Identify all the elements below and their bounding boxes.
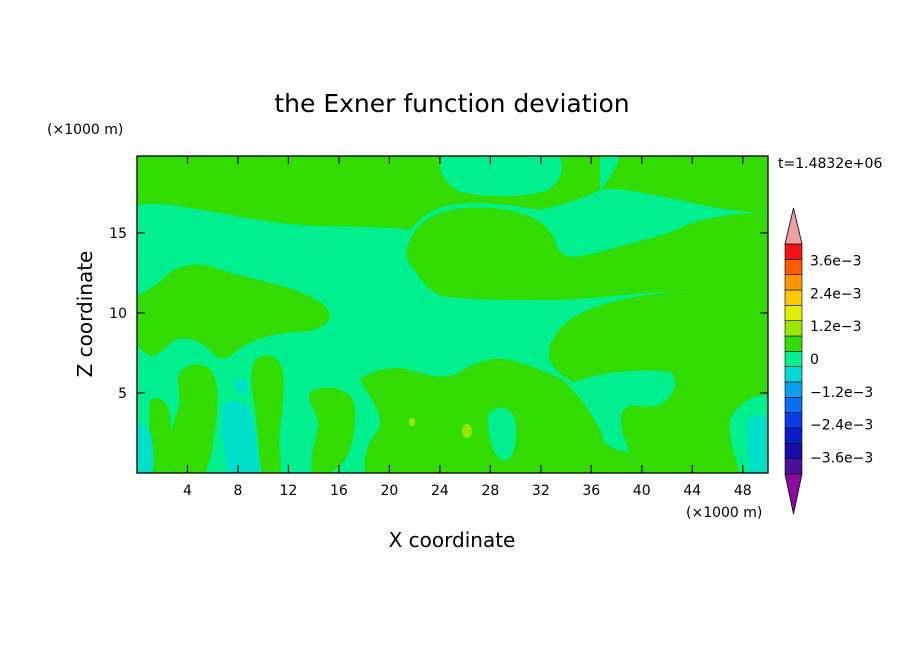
colorbar-tick-label: −1.2e−3 bbox=[810, 385, 873, 401]
region-pos-central-blob bbox=[406, 207, 768, 300]
y-axis-label: Z coordinate bbox=[73, 251, 97, 378]
region-pos12-cell-b bbox=[462, 424, 472, 438]
colorbar-bin bbox=[784, 381, 803, 398]
colorbar-bin bbox=[784, 427, 803, 444]
x-tick-label: 16 bbox=[330, 483, 348, 499]
colorbar-tick-labels: −3.6e−3 −2.4e−3 −1.2e−3 0 1.2e−3 2.4e−3 3.6e−3 bbox=[810, 253, 873, 466]
colorbar-bin bbox=[784, 443, 803, 459]
x-unit-label: (×1000 m) bbox=[686, 505, 762, 521]
x-tick-label: 44 bbox=[683, 483, 701, 499]
colorbar-bin bbox=[784, 320, 803, 337]
colorbar-bin bbox=[784, 305, 803, 321]
colorbar-bin bbox=[784, 366, 803, 383]
colorbar-bin bbox=[784, 289, 803, 306]
colorbar-bin bbox=[784, 259, 803, 275]
colorbar-tick-label: 1.2e−3 bbox=[810, 319, 862, 335]
x-tick-label: 8 bbox=[233, 483, 242, 499]
colorbar-bin bbox=[784, 274, 803, 291]
x-tick-label: 28 bbox=[481, 483, 499, 499]
colorbar bbox=[784, 207, 803, 515]
x-tick-labels: 4 8 12 16 20 24 28 32 36 40 44 48 bbox=[183, 483, 752, 499]
y-tick-labels: 5 10 15 bbox=[109, 226, 127, 402]
colorbar-bin bbox=[784, 243, 803, 260]
plot-frame bbox=[136, 155, 769, 474]
x-tick-label: 12 bbox=[280, 483, 298, 499]
x-tick-label: 40 bbox=[633, 483, 651, 499]
y-tick-label: 15 bbox=[109, 226, 127, 242]
colorbar-bin bbox=[784, 397, 803, 413]
y-tick-marks bbox=[137, 232, 768, 394]
x-tick-label: 32 bbox=[532, 483, 550, 499]
region-neg12-cell-b bbox=[221, 400, 260, 473]
x-tick-label: 36 bbox=[582, 483, 600, 499]
colorbar-tick-label: −3.6e−3 bbox=[810, 451, 873, 467]
colorbar-under-arrow bbox=[784, 473, 803, 515]
x-tick-marks bbox=[186, 156, 744, 473]
colorbar-tick-label: 3.6e−3 bbox=[810, 253, 862, 269]
x-axis-label: X coordinate bbox=[389, 528, 516, 552]
region-neg12-cell-c bbox=[235, 377, 248, 395]
colorbar-bin bbox=[784, 351, 803, 367]
region-pos-cell-b bbox=[167, 364, 218, 473]
colorbar-bin bbox=[784, 412, 803, 429]
time-label: t=1.4832e+06 bbox=[778, 156, 882, 172]
region-neg12-cell-d bbox=[746, 414, 768, 473]
region-pos-mid-lower bbox=[360, 358, 605, 473]
contour-field bbox=[137, 156, 768, 473]
region-neg-top-mid bbox=[439, 156, 562, 197]
region-pos-cell-a bbox=[308, 387, 356, 473]
x-tick-label: 20 bbox=[380, 483, 398, 499]
x-tick-label: 4 bbox=[183, 483, 192, 499]
region-pos12-cell-a bbox=[409, 418, 415, 426]
colorbar-tick-label: 2.4e−3 bbox=[810, 286, 862, 302]
x-tick-label: 24 bbox=[431, 483, 449, 499]
region-pos-left-lobe bbox=[137, 264, 330, 359]
colorbar-tick-label: −2.4e−3 bbox=[810, 418, 873, 434]
x-tick-label: 48 bbox=[734, 483, 752, 499]
colorbar-bin bbox=[784, 335, 803, 352]
region-pos-cell-c bbox=[251, 355, 284, 473]
y-tick-label: 10 bbox=[109, 306, 127, 322]
colorbar-bin bbox=[784, 458, 803, 475]
region-neg12-cell-a bbox=[137, 424, 154, 473]
chart-title: the Exner function deviation bbox=[274, 89, 629, 118]
region-pos-cell-d bbox=[149, 398, 171, 473]
y-tick-label: 5 bbox=[118, 386, 127, 402]
colorbar-over-arrow bbox=[784, 207, 803, 245]
region-neg-top-right bbox=[600, 156, 620, 190]
colorbar-tick-label: 0 bbox=[810, 352, 819, 368]
y-unit-label: (×1000 m) bbox=[47, 122, 123, 138]
region-neg-mid-lower-patch bbox=[487, 407, 517, 461]
